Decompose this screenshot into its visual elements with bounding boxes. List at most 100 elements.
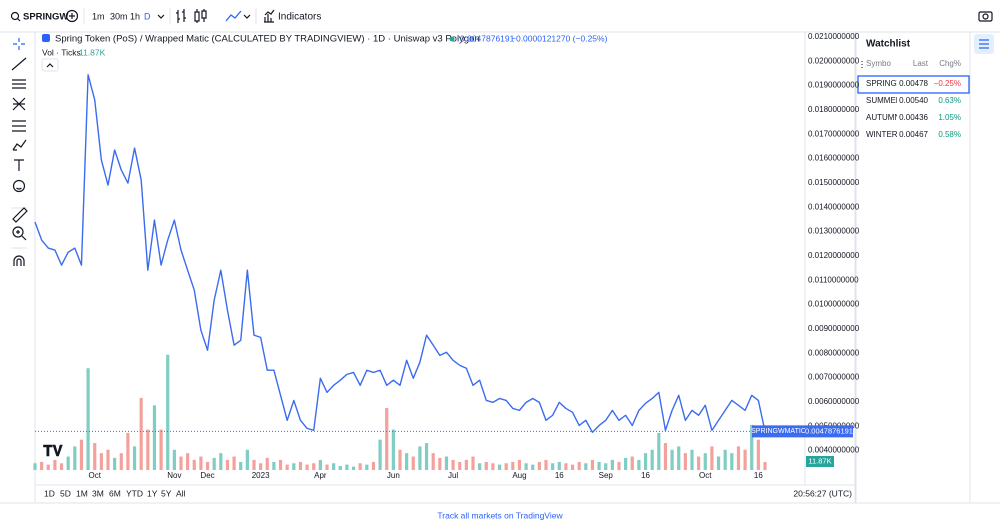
range-button[interactable]: 6M [109, 488, 121, 498]
selected-row[interactable] [857, 75, 970, 94]
text-tool[interactable] [14, 159, 24, 171]
market-status [449, 36, 455, 42]
candles-icon[interactable] [194, 9, 207, 23]
crosshair-tool[interactable] [13, 38, 25, 50]
zoom-tool[interactable] [12, 226, 24, 238]
volume-bar [113, 457, 117, 470]
volume-bar [677, 446, 681, 470]
volume-bar [584, 463, 588, 470]
volume-bar [723, 449, 727, 470]
range-button[interactable]: 1M [76, 488, 88, 498]
volume-bar [259, 463, 263, 470]
volume-bar [325, 464, 329, 470]
volume-bar [524, 463, 528, 470]
emoji-tool[interactable] [12, 179, 26, 193]
volume-bar [40, 461, 44, 470]
volume-bar [657, 432, 661, 470]
volume-bar [79, 439, 84, 470]
chart-type-dropdown[interactable] [243, 14, 251, 19]
x-tick-label: Apr [314, 471, 327, 480]
volume-bar [604, 463, 608, 470]
watchlist-symbol[interactable]: AUTUMN [866, 113, 900, 122]
indicators-icon [264, 9, 275, 23]
range-button[interactable]: YTD [126, 488, 143, 498]
volume-bar [351, 466, 356, 470]
volume-bar [624, 457, 628, 470]
volume-bar [73, 446, 77, 470]
interval-button[interactable]: 1m [92, 11, 105, 21]
volume-bar [537, 461, 541, 470]
screenshot-button[interactable] [978, 11, 993, 22]
volume-bar [179, 456, 183, 470]
volume-bar [199, 456, 203, 470]
watchlist-symbol[interactable]: SPRINGW [866, 79, 905, 88]
top-toolbar: SPRINGW Indicators [10, 8, 993, 24]
volume-bar [690, 449, 694, 470]
volume-bar [564, 463, 568, 470]
volume-tag [806, 456, 834, 467]
range-button[interactable]: 1D [44, 488, 55, 498]
fib-tool[interactable] [12, 79, 26, 89]
volume-bar [225, 459, 230, 470]
bars-icon[interactable] [176, 9, 186, 23]
volume-bar [86, 368, 90, 470]
trendline-tool[interactable] [11, 57, 27, 71]
volume-bar [697, 456, 701, 470]
y-tick-label: 0.0170000000 [808, 129, 860, 138]
ruler-tool[interactable] [12, 207, 28, 223]
zoom-icon [16, 230, 27, 241]
range-button[interactable]: 5Y [161, 488, 172, 498]
price-line [34, 74, 766, 433]
volume-bar [458, 461, 462, 470]
magnet-tool[interactable] [13, 255, 25, 266]
interval-button[interactable]: 1h [130, 11, 140, 21]
projection-tool[interactable] [12, 120, 26, 132]
interval-button[interactable]: D [144, 11, 151, 21]
last-price: 0.0047876191 [460, 33, 515, 43]
emoji-smile [16, 187, 22, 190]
volume-bar [577, 461, 581, 470]
volume-bar [637, 459, 641, 470]
column-header: Chg% [939, 59, 961, 68]
line-icon[interactable] [225, 10, 242, 22]
plot-area [33, 74, 767, 470]
volume-bar [172, 449, 176, 470]
range-button[interactable]: 3M [92, 488, 104, 498]
camera-lens [982, 13, 989, 20]
y-tick-label: 0.0190000000 [808, 81, 860, 90]
interval-dropdown[interactable] [157, 14, 165, 19]
volume-bar [146, 429, 150, 470]
watchlist-symbol[interactable]: WINTER [866, 130, 898, 139]
watchlist-symbol[interactable]: SUMMER [866, 96, 902, 105]
volume-bar [551, 463, 555, 470]
interval-button[interactable]: 30m [110, 11, 128, 21]
brush-tool[interactable] [12, 139, 27, 151]
search-icon [17, 18, 21, 22]
volume-bar [365, 464, 369, 470]
volume-bar [93, 443, 97, 470]
volume-tag-label: 11.87K [808, 456, 831, 465]
collapse-button[interactable] [41, 58, 59, 72]
indicators-button[interactable]: Indicators [278, 12, 321, 23]
compare-button[interactable] [65, 9, 79, 23]
volume-bar [531, 464, 535, 470]
volume-bar [511, 461, 515, 470]
volume-bar [424, 443, 429, 470]
symbol-logo [42, 34, 50, 42]
pattern-tool[interactable] [12, 97, 26, 111]
volume-bar [378, 439, 382, 470]
volume-bar [391, 429, 395, 470]
x-tick-label: Jun [387, 471, 400, 480]
volume-bar [345, 464, 349, 470]
volume-bar [59, 463, 64, 470]
x-tick-label: Jul [448, 471, 458, 480]
symbol-button[interactable]: SPRINGW [23, 12, 68, 23]
range-button[interactable]: 5D [60, 488, 71, 498]
range-button[interactable]: All [176, 488, 186, 498]
range-button[interactable]: 1Y [147, 488, 158, 498]
volume-bar [398, 449, 402, 470]
volume-bar [763, 462, 767, 470]
footer-link[interactable]: Track all markets on TradingView [437, 510, 563, 520]
volume-bar [650, 449, 654, 470]
